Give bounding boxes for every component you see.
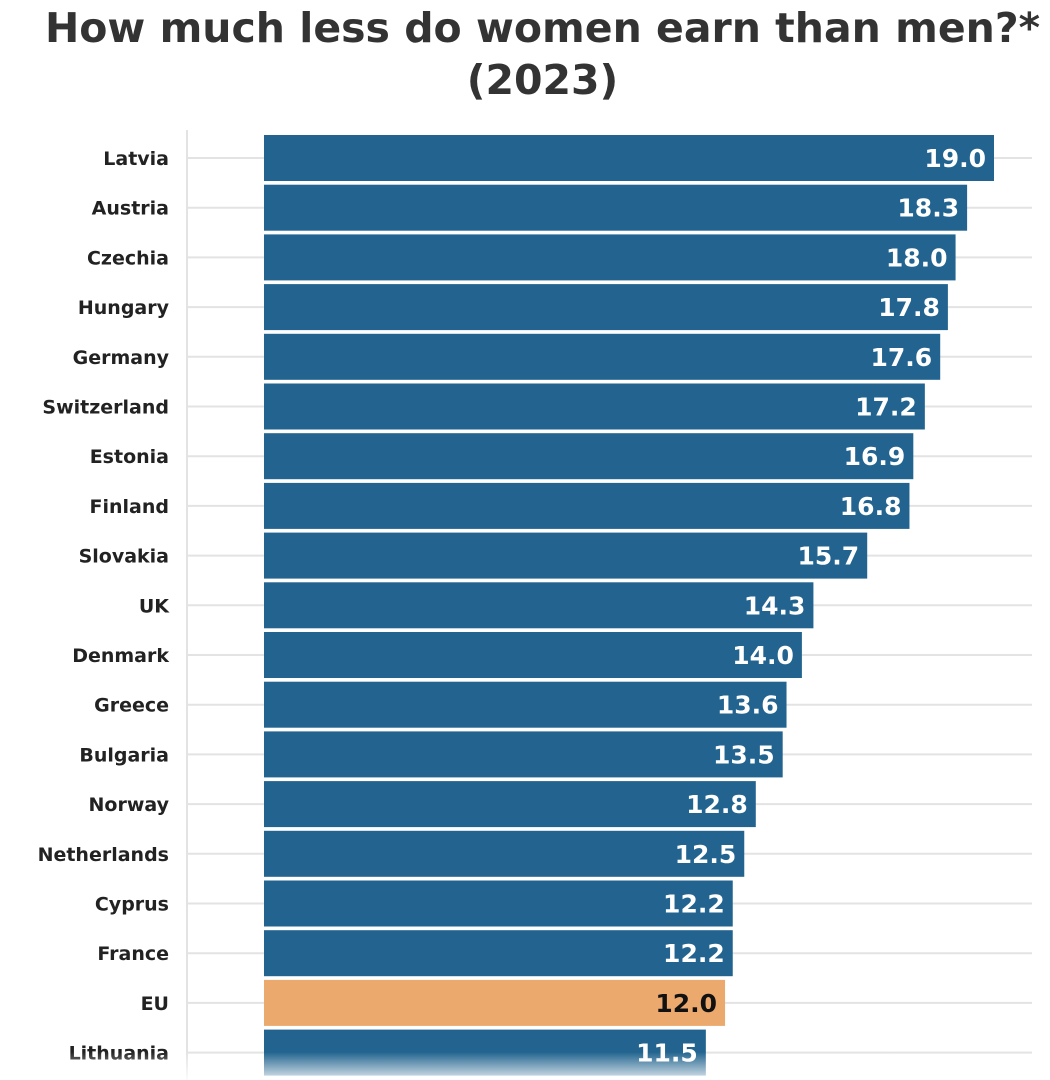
category-label: Czechia bbox=[87, 247, 169, 269]
bar-estonia bbox=[264, 433, 914, 480]
category-label: EU bbox=[141, 993, 169, 1015]
value-label: 17.8 bbox=[878, 293, 940, 322]
value-label: 12.2 bbox=[663, 890, 725, 919]
value-label: 11.5 bbox=[636, 1039, 698, 1068]
value-label: 12.5 bbox=[675, 840, 737, 869]
value-label: 17.2 bbox=[855, 393, 917, 422]
value-label: 13.5 bbox=[713, 740, 775, 769]
bar-denmark bbox=[264, 632, 802, 678]
bar-france bbox=[264, 930, 733, 977]
chart-title-line-2: (2023) bbox=[466, 56, 619, 104]
category-label: Netherlands bbox=[38, 844, 169, 866]
bar-cyprus bbox=[264, 880, 733, 927]
category-label: Greece bbox=[94, 695, 169, 717]
category-label: Estonia bbox=[90, 446, 169, 468]
category-label: Lithuania bbox=[69, 1043, 169, 1065]
bar-latvia bbox=[264, 135, 994, 181]
value-label: 16.9 bbox=[844, 442, 906, 471]
value-label: 18.0 bbox=[886, 243, 948, 272]
value-label: 17.6 bbox=[871, 343, 933, 372]
bar-norway bbox=[264, 781, 756, 828]
category-label: Bulgaria bbox=[79, 744, 169, 766]
value-label: 16.8 bbox=[840, 492, 902, 521]
bar-czechia bbox=[264, 234, 956, 281]
category-label: Switzerland bbox=[42, 397, 169, 419]
value-label: 12.0 bbox=[655, 989, 717, 1018]
value-label: 12.8 bbox=[686, 790, 748, 819]
category-label: Latvia bbox=[103, 148, 169, 170]
bar-switzerland bbox=[264, 383, 925, 430]
category-label: Norway bbox=[89, 794, 170, 816]
category-label: Cyprus bbox=[95, 894, 169, 916]
category-label: Denmark bbox=[72, 645, 169, 667]
bar-slovakia bbox=[264, 532, 868, 579]
bar-bulgaria bbox=[264, 731, 783, 778]
bar-eu bbox=[264, 979, 726, 1026]
category-label: Hungary bbox=[78, 297, 170, 319]
category-label: France bbox=[97, 943, 169, 965]
value-label: 14.0 bbox=[732, 641, 794, 670]
bar-uk bbox=[264, 582, 814, 629]
value-label: 12.2 bbox=[663, 939, 725, 968]
value-label: 18.3 bbox=[897, 194, 959, 223]
chart-title: How much less do women earn than men?* (… bbox=[0, 0, 1050, 106]
chart-title-line-1: How much less do women earn than men?* bbox=[44, 4, 1041, 52]
bar-germany bbox=[264, 333, 941, 380]
bar-austria bbox=[264, 184, 968, 231]
value-label: 14.3 bbox=[744, 591, 806, 620]
value-label: 19.0 bbox=[924, 144, 986, 173]
category-label: UK bbox=[139, 595, 170, 617]
category-label: Finland bbox=[90, 496, 169, 518]
bar-finland bbox=[264, 482, 910, 529]
category-label: Austria bbox=[92, 198, 169, 220]
bar-greece bbox=[264, 681, 787, 728]
category-label: Germany bbox=[73, 347, 170, 369]
value-label: 13.6 bbox=[717, 691, 779, 720]
bar-netherlands bbox=[264, 830, 745, 877]
value-label: 15.7 bbox=[798, 542, 860, 571]
bar-hungary bbox=[264, 284, 948, 331]
category-label: Slovakia bbox=[79, 546, 169, 568]
